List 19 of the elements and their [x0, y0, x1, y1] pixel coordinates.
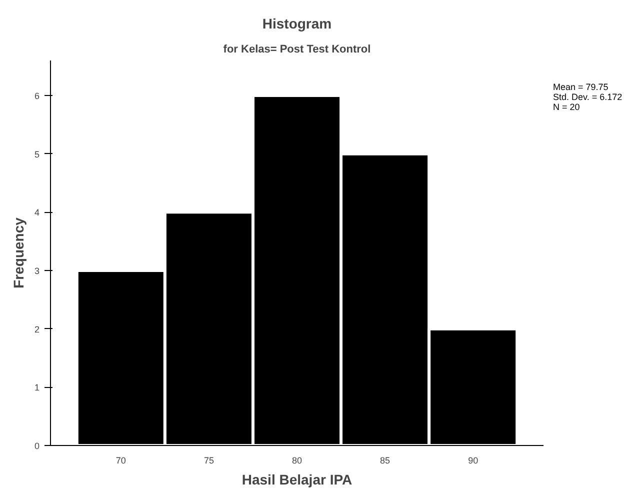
x-axis-title: Hasil Belajar IPA — [242, 472, 352, 488]
chart-subtitle: for Kelas= Post Test Kontrol — [223, 44, 371, 56]
y-tick-label: 2 — [34, 324, 40, 334]
x-tick-label: 90 — [468, 456, 478, 466]
x-tick-label: 80 — [292, 456, 302, 466]
y-axis-title: Frequency — [10, 217, 26, 288]
y-tick-label: 3 — [34, 266, 40, 276]
text: Std. Dev. = 6.172 — [553, 92, 622, 102]
x-tick-label: 85 — [380, 456, 390, 466]
y-tick-label: 6 — [34, 91, 40, 101]
x-tick-label: 75 — [204, 456, 214, 466]
chart-title: Histogram — [262, 16, 332, 32]
y-tick-label: 1 — [34, 382, 40, 393]
y-tick-label: 0 — [34, 441, 40, 451]
x-tick-label: 70 — [116, 456, 126, 466]
text: Mean = 79.75 — [553, 82, 608, 92]
y-tick-label: 5 — [34, 149, 40, 160]
y-tick-label: 4 — [34, 208, 40, 218]
text: N = 20 — [553, 102, 580, 112]
